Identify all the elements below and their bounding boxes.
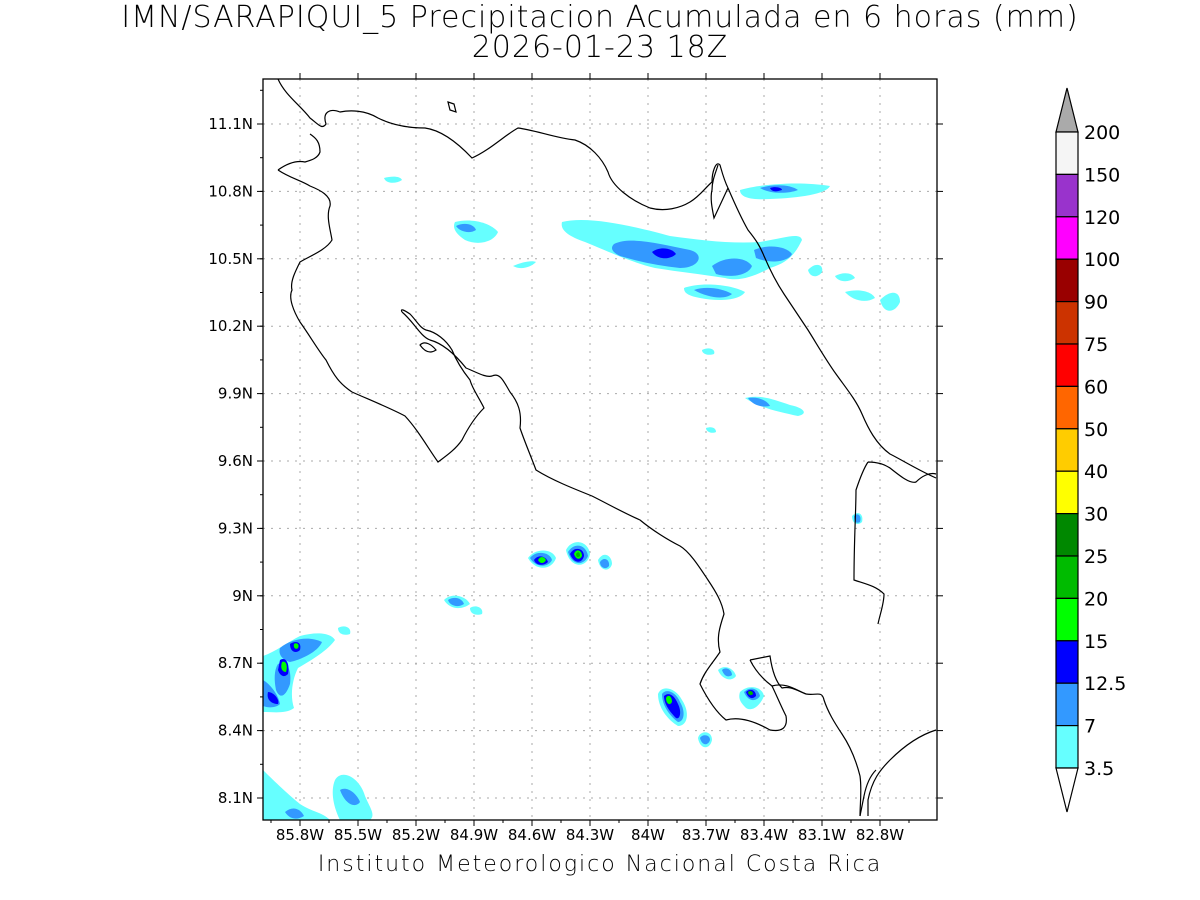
precip-area — [712, 258, 752, 276]
precip-area — [456, 223, 476, 233]
colorbar-label: 200 — [1084, 122, 1120, 144]
lat-tick-label: 9.3N — [218, 519, 253, 537]
precip-area — [666, 695, 672, 705]
lon-tick-label: 84.9W — [450, 826, 498, 844]
precip-area — [722, 668, 732, 677]
colorbar-over-arrow — [1055, 87, 1079, 133]
precip-area — [454, 220, 498, 243]
colorbar-under-arrow — [1055, 767, 1079, 813]
colorbar-swatch — [1055, 682, 1079, 727]
map-frame — [262, 78, 938, 821]
colorbar-swatch — [1055, 131, 1079, 176]
colorbar-swatch — [1055, 555, 1079, 600]
precip-area — [538, 557, 546, 563]
colorbar-swatch — [1055, 470, 1079, 515]
map-date: 2026-01-23 18Z — [471, 30, 729, 65]
precip-area — [748, 690, 753, 696]
lon-tick-label: 83.4W — [740, 826, 788, 844]
latitude-axis: 11.1N 10.8N 10.5N 10.2N 9.9N 9.6N 9.3N 9N 8.7N 8.… — [208, 89, 943, 807]
lat-tick-label: 9.9N — [218, 385, 253, 403]
precip-area — [384, 176, 402, 183]
precip-area — [470, 606, 483, 615]
colorbar-swatch — [1055, 216, 1079, 260]
lon-tick-label: 83.7W — [682, 826, 730, 844]
precipitation-field — [263, 176, 900, 820]
precip-area — [338, 626, 351, 635]
precip-area — [600, 559, 610, 569]
lon-tick-label: 85.5W — [334, 826, 382, 844]
colorbar-swatch — [1055, 512, 1079, 557]
precip-area — [652, 248, 676, 259]
colorbar-swatch — [1055, 173, 1079, 218]
gridlines — [263, 79, 937, 820]
colorbar-label: 120 — [1084, 207, 1120, 229]
colorbar-swatch — [1055, 258, 1079, 303]
precip-area — [285, 808, 304, 819]
precip-area — [694, 287, 732, 298]
longitude-axis: 85.8W 85.5W 85.2W 84.9W 84.6W 84.3W 84W 83.7W 83… — [270, 73, 910, 844]
precip-area — [880, 292, 900, 311]
lat-tick-label: 8.1N — [218, 789, 253, 807]
precip-area — [748, 397, 770, 407]
precip-area — [267, 692, 279, 704]
lat-tick-label: 11.1N — [208, 115, 253, 133]
lat-tick-label: 10.5N — [208, 250, 253, 268]
colorbar-label: 20 — [1084, 588, 1108, 610]
colorbar-swatch — [1055, 724, 1079, 769]
lat-tick-label: 9N — [232, 587, 253, 605]
colorbar-label: 12.5 — [1084, 673, 1126, 695]
lon-tick-label: 82.8W — [856, 826, 904, 844]
lon-tick-label: 85.8W — [276, 826, 324, 844]
colorbar-swatch — [1055, 343, 1079, 388]
precip-area — [513, 261, 536, 269]
lat-tick-label: 10.8N — [208, 182, 253, 200]
precip-area — [754, 246, 792, 262]
precip-area — [281, 661, 287, 672]
coastline — [277, 79, 937, 817]
colorbar-swatch — [1055, 597, 1079, 642]
colorbar-swatch — [1055, 385, 1079, 430]
lon-tick-label: 85.2W — [392, 826, 440, 844]
precip-area — [263, 770, 330, 820]
precip-area — [293, 643, 299, 649]
precip-area — [448, 597, 464, 607]
lon-tick-label: 83.1W — [798, 826, 846, 844]
precip-area — [808, 264, 823, 277]
lat-tick-label: 8.7N — [218, 654, 253, 672]
colorbar-label: 30 — [1084, 504, 1108, 526]
colorbar-swatch — [1055, 428, 1079, 472]
precip-area — [706, 427, 716, 433]
colorbar-label: 50 — [1084, 419, 1108, 441]
lon-tick-label: 84.6W — [508, 826, 556, 844]
colorbar-label: 75 — [1084, 334, 1108, 356]
precip-area — [835, 273, 855, 282]
lon-tick-label: 84W — [631, 826, 665, 844]
precip-area — [700, 735, 710, 745]
colorbar-label: 60 — [1084, 376, 1108, 398]
precip-area — [576, 552, 580, 558]
colorbar-label: 40 — [1084, 461, 1108, 483]
colorbar-label: 150 — [1084, 164, 1120, 186]
map-title: IMN/SARAPIQUI_5 Precipitacion Acumulada … — [121, 0, 1079, 35]
colorbar: 200 150 120 100 90 75 60 50 40 30 25 20 15 12.5 7 3.5 — [1055, 87, 1126, 813]
lat-tick-label: 9.6N — [218, 452, 253, 470]
lat-tick-label: 8.4N — [218, 722, 253, 740]
colorbar-swatch — [1055, 640, 1079, 684]
lat-tick-label: 10.2N — [208, 317, 253, 335]
colorbar-swatch — [1055, 301, 1079, 345]
precip-area — [770, 187, 782, 192]
precip-area — [702, 348, 715, 355]
colorbar-label: 100 — [1084, 249, 1120, 271]
precip-area — [340, 788, 360, 806]
colorbar-label: 7 — [1084, 716, 1096, 738]
colorbar-label: 15 — [1084, 631, 1108, 653]
lon-tick-label: 84.3W — [566, 826, 614, 844]
colorbar-label: 3.5 — [1084, 758, 1114, 780]
colorbar-label: 25 — [1084, 546, 1108, 568]
precip-area — [845, 290, 875, 301]
colorbar-label: 90 — [1084, 292, 1108, 314]
footer-credit: Instituto Meteorologico Nacional Costa R… — [317, 852, 883, 877]
